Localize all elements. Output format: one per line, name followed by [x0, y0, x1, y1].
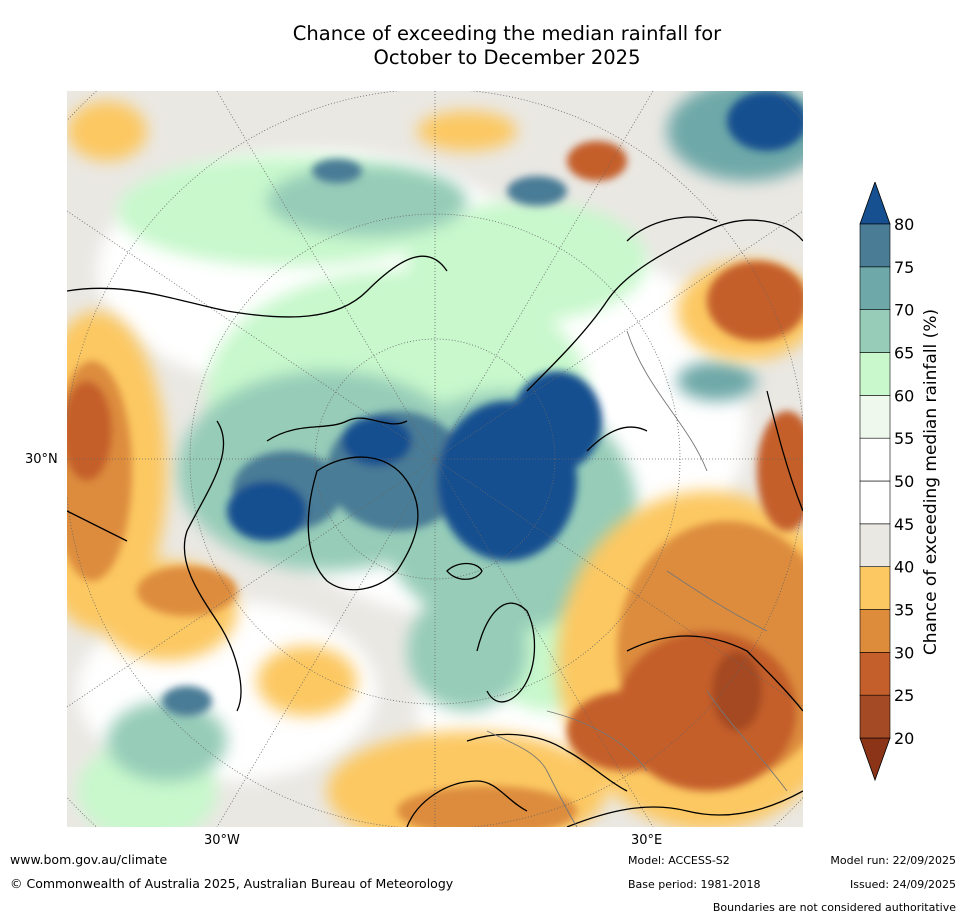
colorbar: 20 25 30 35 40 45 50 55 60 65 70 75 80 [859, 182, 914, 782]
footer-disclaimer: Boundaries are not considered authoritat… [712, 901, 956, 914]
colorbar-extend-low [859, 737, 891, 782]
footer-model-run: Model run: 22/09/2025 [830, 854, 956, 867]
footer-base-period: Base period: 1981-2018 [628, 878, 761, 891]
coastlines [67, 216, 803, 827]
title-line-2: October to December 2025 [373, 46, 641, 69]
colorbar-tick-label: 20 [894, 729, 914, 748]
footer-url[interactable]: www.bom.gov.au/climate [10, 852, 168, 867]
map-title: Chance of exceeding the median rainfall … [67, 22, 947, 70]
footer-issued: Issued: 24/09/2025 [849, 878, 956, 891]
colorbar-band [859, 480, 891, 525]
colorbar-band [859, 523, 891, 567]
colorbar-extend-high [859, 182, 891, 225]
lon-label-30w: 30°W [204, 833, 240, 848]
colorbar-band [859, 352, 891, 396]
country-borders [486, 330, 788, 827]
colorbar-band [859, 566, 891, 610]
colorbar-tick-label: 50 [894, 472, 914, 491]
rainfall-map [67, 91, 803, 827]
colorbar-tick-label: 70 [894, 301, 914, 320]
dry-strong-field [67, 141, 803, 827]
colorbar-band [859, 694, 891, 739]
colorbar-band [859, 223, 891, 268]
colorbar-band [859, 652, 891, 696]
colorbar-band [859, 309, 891, 353]
title-line-1: Chance of exceeding the median rainfall … [292, 22, 722, 45]
colorbar-tick-label: 65 [894, 344, 914, 363]
footer-copyright: © Commonwealth of Australia 2025, Austra… [10, 876, 454, 891]
colorbar-tick-label: 55 [894, 429, 914, 448]
colorbar-tick-label: 35 [894, 601, 914, 620]
colorbar-tick-label: 60 [894, 386, 914, 405]
colorbar-tick-label: 80 [894, 215, 914, 234]
colorbar-band [859, 437, 891, 482]
colorbar-tick-label: 25 [894, 686, 914, 705]
lat-label-30n: 30°N [25, 452, 58, 467]
wet-strong-field [162, 91, 803, 716]
colorbar-tick-label: 45 [894, 515, 914, 534]
footer-model: Model: ACCESS-S2 [628, 854, 730, 867]
lon-label-30e: 30°E [631, 833, 663, 848]
colorbar-band [859, 395, 891, 439]
colorbar-tick-label: 30 [894, 643, 914, 662]
colorbar-band [859, 609, 891, 653]
colorbar-tick-label: 75 [894, 258, 914, 277]
colorbar-tick-label: 40 [894, 558, 914, 577]
rainfall-map-svg [67, 91, 803, 827]
graticule [67, 91, 803, 827]
colorbar-title: Chance of exceeding median rainfall (%) [921, 308, 941, 656]
colorbar-band [859, 266, 891, 310]
